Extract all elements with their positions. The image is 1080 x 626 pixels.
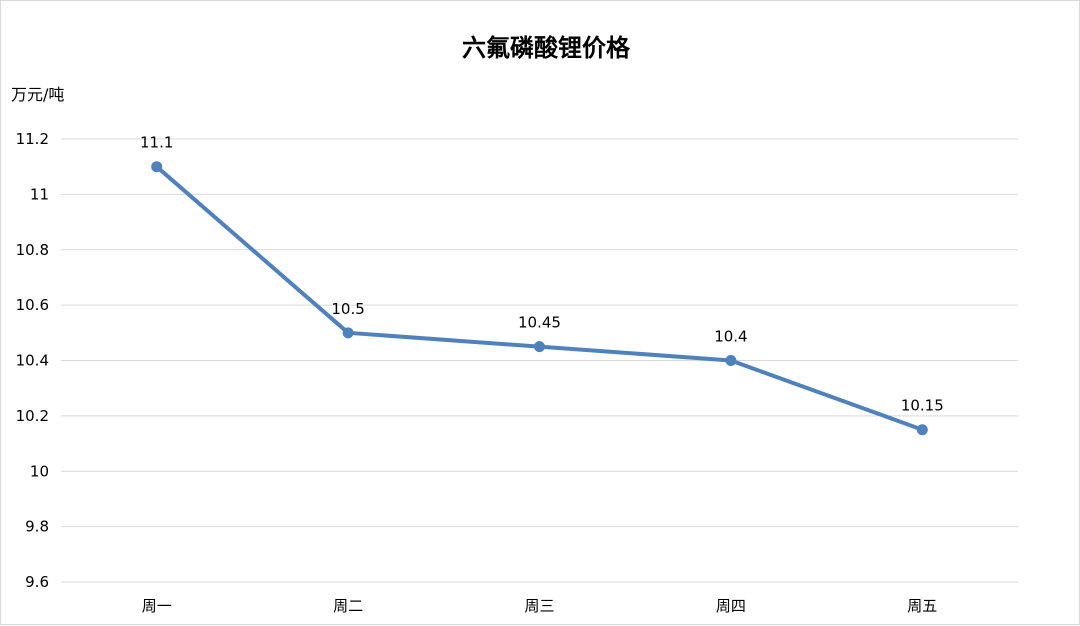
y-axis-ticks: 9.6 9.8 10 10.2 10.4 10.6 10.8 11 11.2 [16,130,49,591]
series-line [154,164,925,432]
data-label: 11.1 [140,134,173,152]
y-tick-label: 11 [30,185,49,203]
data-label: 10.5 [331,300,364,318]
gridlines [61,138,1018,583]
data-label: 10.4 [714,328,747,346]
x-axis-ticks: 周一 周二 周三 周四 周五 [142,597,938,615]
y-tick-label: 10.8 [16,241,49,259]
y-tick-label: 10 [30,462,49,480]
data-point [534,341,545,353]
y-axis-unit-label: 万元/吨 [11,85,64,104]
y-tick-label: 9.8 [25,518,49,536]
x-tick-label: 周二 [333,597,363,615]
data-point [916,424,928,436]
y-tick-label: 10.4 [16,352,49,370]
data-point [725,355,737,366]
series-group [151,161,928,436]
x-tick-label: 周五 [907,597,937,615]
y-tick-label: 9.6 [25,573,49,591]
data-labels: 11.1 10.5 10.45 10.4 10.15 [140,134,944,415]
x-tick-label: 周四 [716,597,746,615]
data-label: 10.15 [901,397,944,415]
x-tick-label: 周三 [524,597,554,615]
data-point [342,327,354,339]
data-point [151,161,163,173]
y-tick-label: 10.6 [16,296,49,314]
data-label: 10.45 [518,314,561,332]
chart-title: 六氟磷酸锂价格 [462,34,631,62]
y-tick-label: 10.2 [16,407,49,425]
x-tick-label: 周一 [142,597,172,615]
y-tick-label: 11.2 [16,130,49,148]
